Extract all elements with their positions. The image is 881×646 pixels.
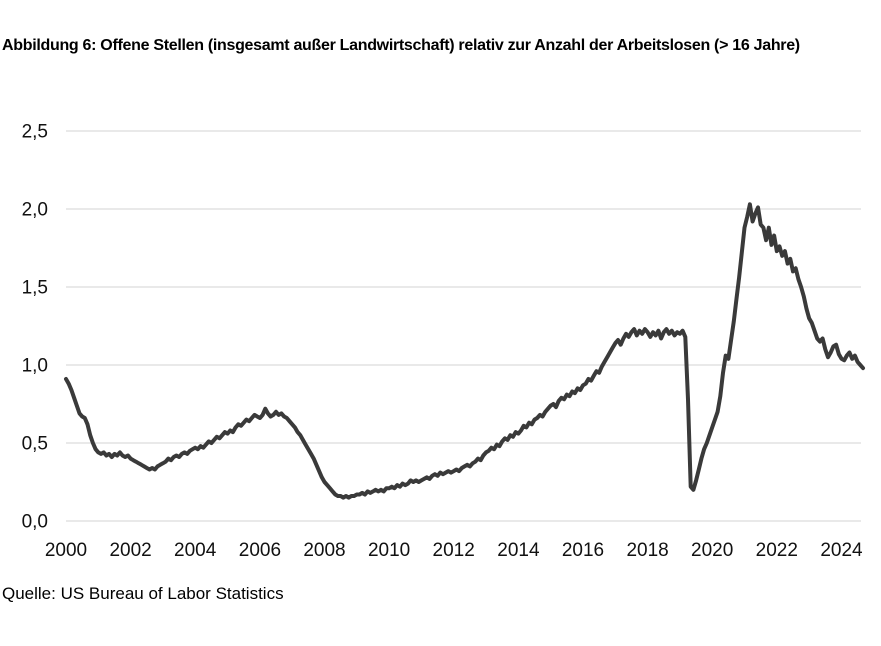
figure-title: Abbildung 6: Offene Stellen (insgesamt a…: [2, 37, 800, 54]
x-axis-label: 2018: [626, 540, 668, 561]
x-axis-label: 2016: [562, 540, 604, 561]
data-line-vacancies-per-unemployed: [64, 202, 865, 500]
x-axis-label: 2012: [433, 540, 475, 561]
x-axis-label: 2006: [239, 540, 281, 561]
x-axis-label: 2004: [174, 540, 217, 561]
x-axis-label: 2002: [109, 540, 151, 561]
y-axis-label: 1,0: [22, 356, 48, 377]
y-axis-label: 0,0: [22, 512, 48, 533]
x-axis-label: 2010: [368, 540, 410, 561]
y-axis-label: 2,0: [22, 200, 48, 221]
x-axis-label: 2000: [45, 540, 87, 561]
source-caption: Quelle: US Bureau of Labor Statistics: [2, 584, 284, 603]
y-axis-label: 2,5: [22, 122, 48, 143]
y-axis-label: 0,5: [22, 434, 48, 455]
x-axis-label: 2008: [303, 540, 345, 561]
x-axis-label: 2020: [691, 540, 733, 561]
x-axis-label: 2024: [820, 540, 863, 561]
y-axis-label: 1,5: [22, 278, 48, 299]
x-axis-label: 2022: [756, 540, 798, 561]
x-axis-label: 2014: [497, 540, 540, 561]
